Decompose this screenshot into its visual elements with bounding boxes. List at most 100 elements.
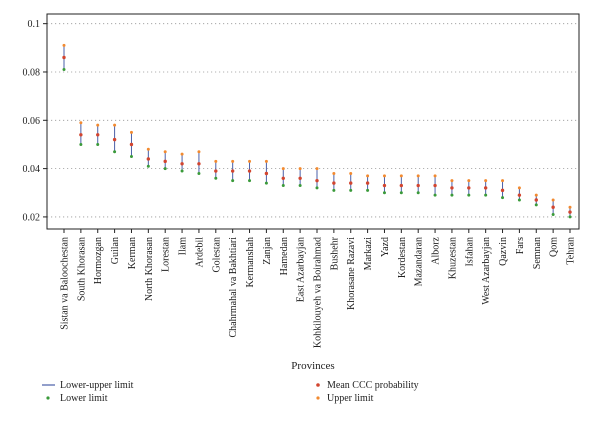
x-tick-label: Sistan va Baloochestan [60, 237, 71, 330]
upper-point [96, 123, 100, 127]
lower-point [467, 193, 471, 197]
upper-point [315, 167, 319, 171]
upper-point [62, 43, 66, 47]
lower-point [197, 171, 201, 175]
upper-point [214, 159, 218, 163]
mean-point [197, 162, 201, 166]
lower-point [551, 213, 555, 217]
x-tick-label: Ilam [178, 237, 189, 256]
mean-point [129, 142, 134, 147]
mean-point [112, 137, 117, 142]
x-tick-label: Ardebil [194, 237, 205, 268]
mean-point [281, 176, 285, 180]
x-axis-title: Provinces [291, 360, 334, 372]
mean-point [517, 193, 522, 197]
legend-label-lower: Lower limit [60, 393, 108, 404]
mean-point [146, 157, 151, 161]
mean-point [551, 205, 555, 209]
mean-point [180, 162, 184, 166]
x-tick-label: Semnan [532, 237, 543, 269]
upper-point [366, 174, 370, 178]
upper-point [129, 130, 133, 134]
lower-point [163, 167, 167, 171]
lower-point [534, 203, 538, 207]
data-marks [62, 43, 572, 219]
mean-point [79, 133, 83, 137]
upper-point [146, 147, 150, 151]
lower-point [501, 196, 505, 200]
legend-swatch-mean [316, 383, 320, 387]
upper-point [349, 171, 353, 175]
upper-point [551, 198, 555, 202]
x-tick-label: Yazd [380, 237, 391, 257]
mean-point [450, 186, 454, 190]
x-tick-label: Kordestan [397, 237, 408, 278]
x-tick-label: Qom [549, 237, 560, 257]
legend-label-range: Lower-upper limit [60, 380, 134, 391]
mean-point [214, 169, 218, 173]
upper-point [416, 174, 420, 178]
mean-point [163, 159, 167, 164]
mean-point [500, 188, 505, 193]
y-tick-label: 0.08 [23, 67, 41, 78]
upper-point [113, 123, 117, 127]
y-tick-label: 0.04 [23, 164, 41, 175]
y-tick-label: 0.02 [23, 212, 41, 223]
mean-point [568, 210, 572, 214]
mean-point [534, 198, 538, 202]
grid-lines [47, 23, 579, 218]
upper-point [163, 150, 167, 154]
upper-point [568, 205, 572, 209]
mean-point [433, 183, 437, 188]
x-tick-label: North Khorasan [144, 237, 155, 301]
legend-label-upper: Upper limit [327, 393, 374, 404]
x-tick-label: Alborz [431, 236, 442, 264]
mean-point [298, 176, 302, 180]
upper-point [517, 186, 521, 190]
lower-point [433, 193, 437, 197]
x-tick-label: South Khorasan [76, 237, 87, 301]
lower-point [113, 150, 117, 154]
upper-point [501, 179, 505, 183]
mean-point [349, 181, 353, 185]
legend-swatch-upper [316, 396, 320, 400]
lower-point [450, 193, 454, 197]
mean-point [467, 186, 471, 190]
x-tick-label: Tehran [566, 237, 577, 265]
x-tick-label: Kohkilouyeh va Boirahmad [313, 237, 324, 348]
x-tick-label: East Azarbayjan [296, 237, 307, 302]
upper-point [484, 179, 488, 183]
lower-point [298, 184, 302, 188]
mean-point [62, 55, 66, 60]
upper-point [467, 179, 471, 183]
x-axis: Sistan va Baloochestan South Khorasan Horm… [60, 229, 577, 348]
lower-point [96, 142, 100, 146]
upper-point [180, 152, 184, 156]
lower-point [399, 191, 403, 195]
upper-point [248, 159, 252, 163]
legend-label-mean: Mean CCC probability [327, 380, 419, 391]
x-tick-label: Chahrmahal va Bakhtiari [228, 237, 239, 338]
upper-point [264, 159, 268, 163]
lower-point [79, 142, 83, 146]
lower-point [517, 198, 521, 202]
lower-point [416, 191, 420, 195]
x-tick-label: Golestan [211, 237, 222, 273]
lower-point [180, 169, 184, 173]
mean-point [230, 169, 235, 173]
lower-point [231, 179, 235, 183]
lower-point [568, 215, 572, 219]
legend: Lower-upper limit Lower limit Mean CCC p… [42, 380, 419, 404]
upper-point [231, 159, 235, 163]
x-tick-label: Mazandaran [414, 237, 425, 286]
lower-point [382, 191, 386, 195]
x-tick-label: Kerman [127, 237, 138, 269]
x-tick-label: Khuzestan [447, 237, 458, 279]
upper-point [298, 167, 302, 171]
x-tick-label: Hormozgan [93, 237, 104, 284]
x-tick-label: Markazi [363, 237, 374, 271]
plot-frame [46, 13, 580, 230]
mean-point [96, 133, 100, 137]
